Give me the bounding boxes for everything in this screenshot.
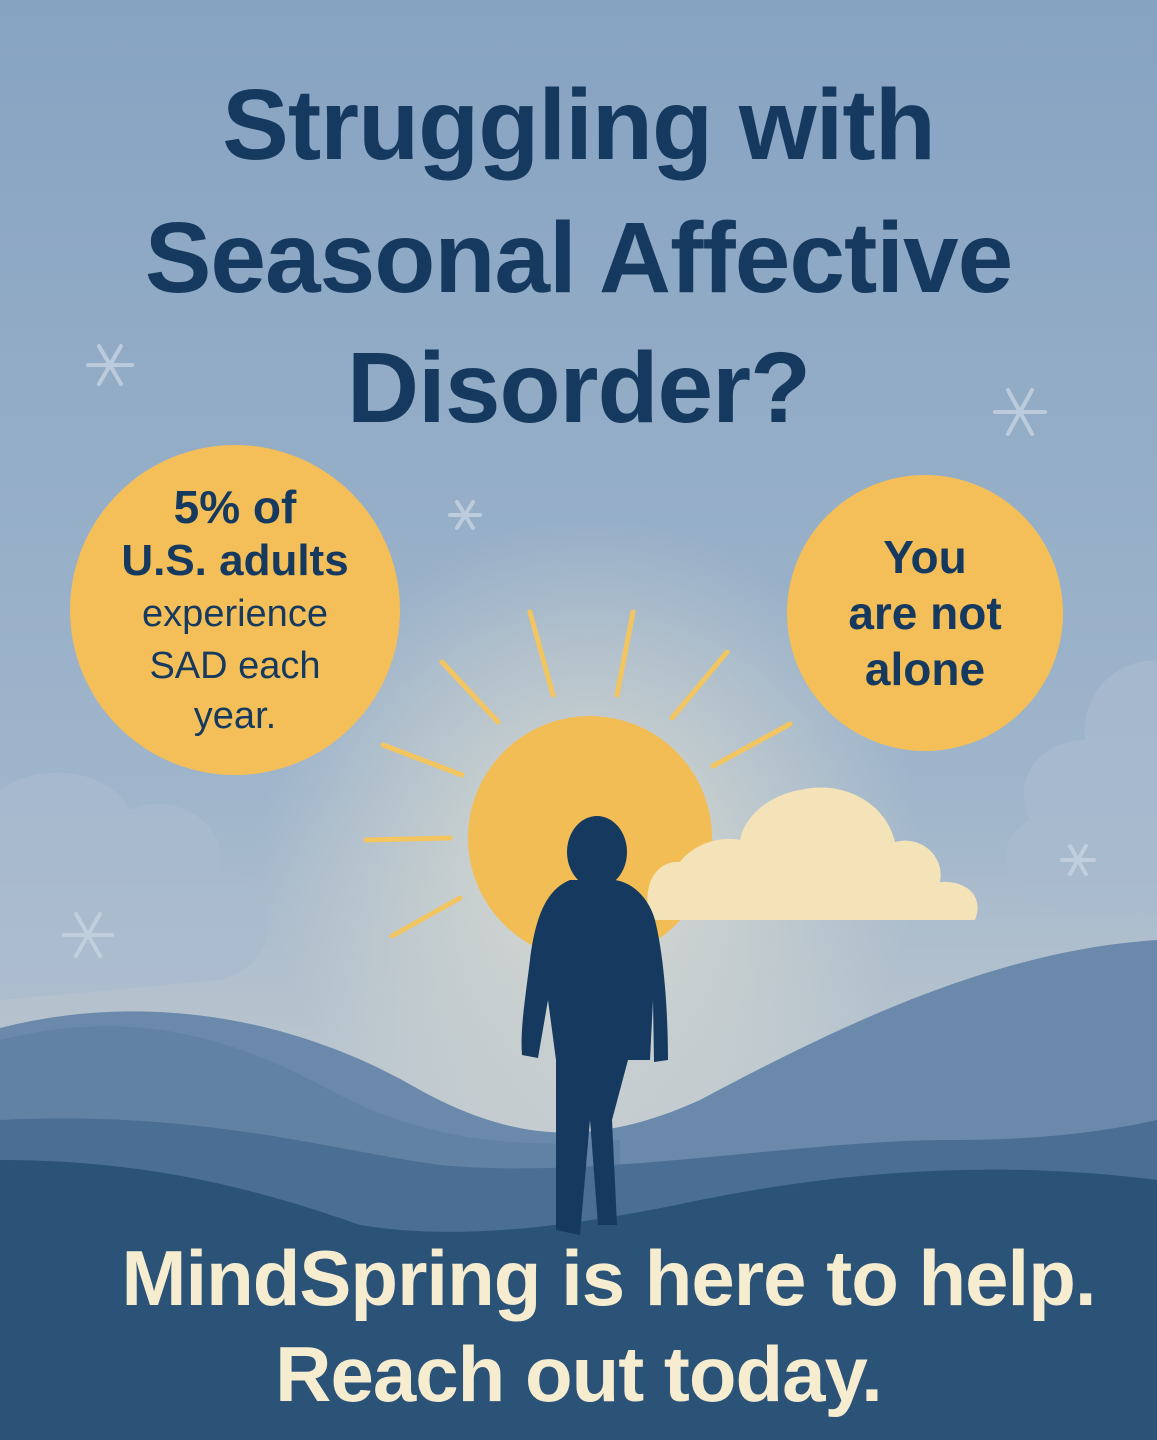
- cta-line-1: MindSpring is here to help.: [121, 1234, 1096, 1322]
- cloud-icon: [647, 787, 978, 920]
- headline-line-1: Struggling with: [222, 69, 936, 181]
- stat-line: U.S. adults: [121, 536, 349, 585]
- background-cloud-left: [0, 772, 269, 1000]
- cta-line-2: Reach out today.: [275, 1330, 883, 1418]
- stat-line: SAD each: [149, 645, 321, 687]
- snowflake-icon: [1060, 844, 1096, 876]
- stat-line: 5% of: [173, 481, 297, 533]
- background-cloud-right: [1006, 660, 1157, 910]
- headline-line-2: Seasonal Affective: [144, 202, 1014, 314]
- snowflake-icon: [448, 500, 482, 530]
- headline-line-3: Disorder?: [346, 332, 811, 444]
- snowflake-icon: [86, 344, 134, 386]
- hill-front: [0, 1160, 1157, 1440]
- stat-line: year.: [193, 695, 277, 737]
- support-line: You: [883, 531, 967, 583]
- support-bubble: You are not alone: [787, 475, 1063, 751]
- snowflake-icon: [993, 388, 1047, 436]
- stat-line: experience: [142, 593, 328, 635]
- person-silhouette-icon: [521, 816, 668, 1235]
- sun-rays: [363, 609, 793, 939]
- support-line: are not: [848, 587, 1002, 639]
- snowflake-icon: [62, 912, 114, 958]
- stat-bubble: 5% of U.S. adults experience SAD each ye…: [70, 445, 400, 775]
- support-line: alone: [864, 643, 986, 695]
